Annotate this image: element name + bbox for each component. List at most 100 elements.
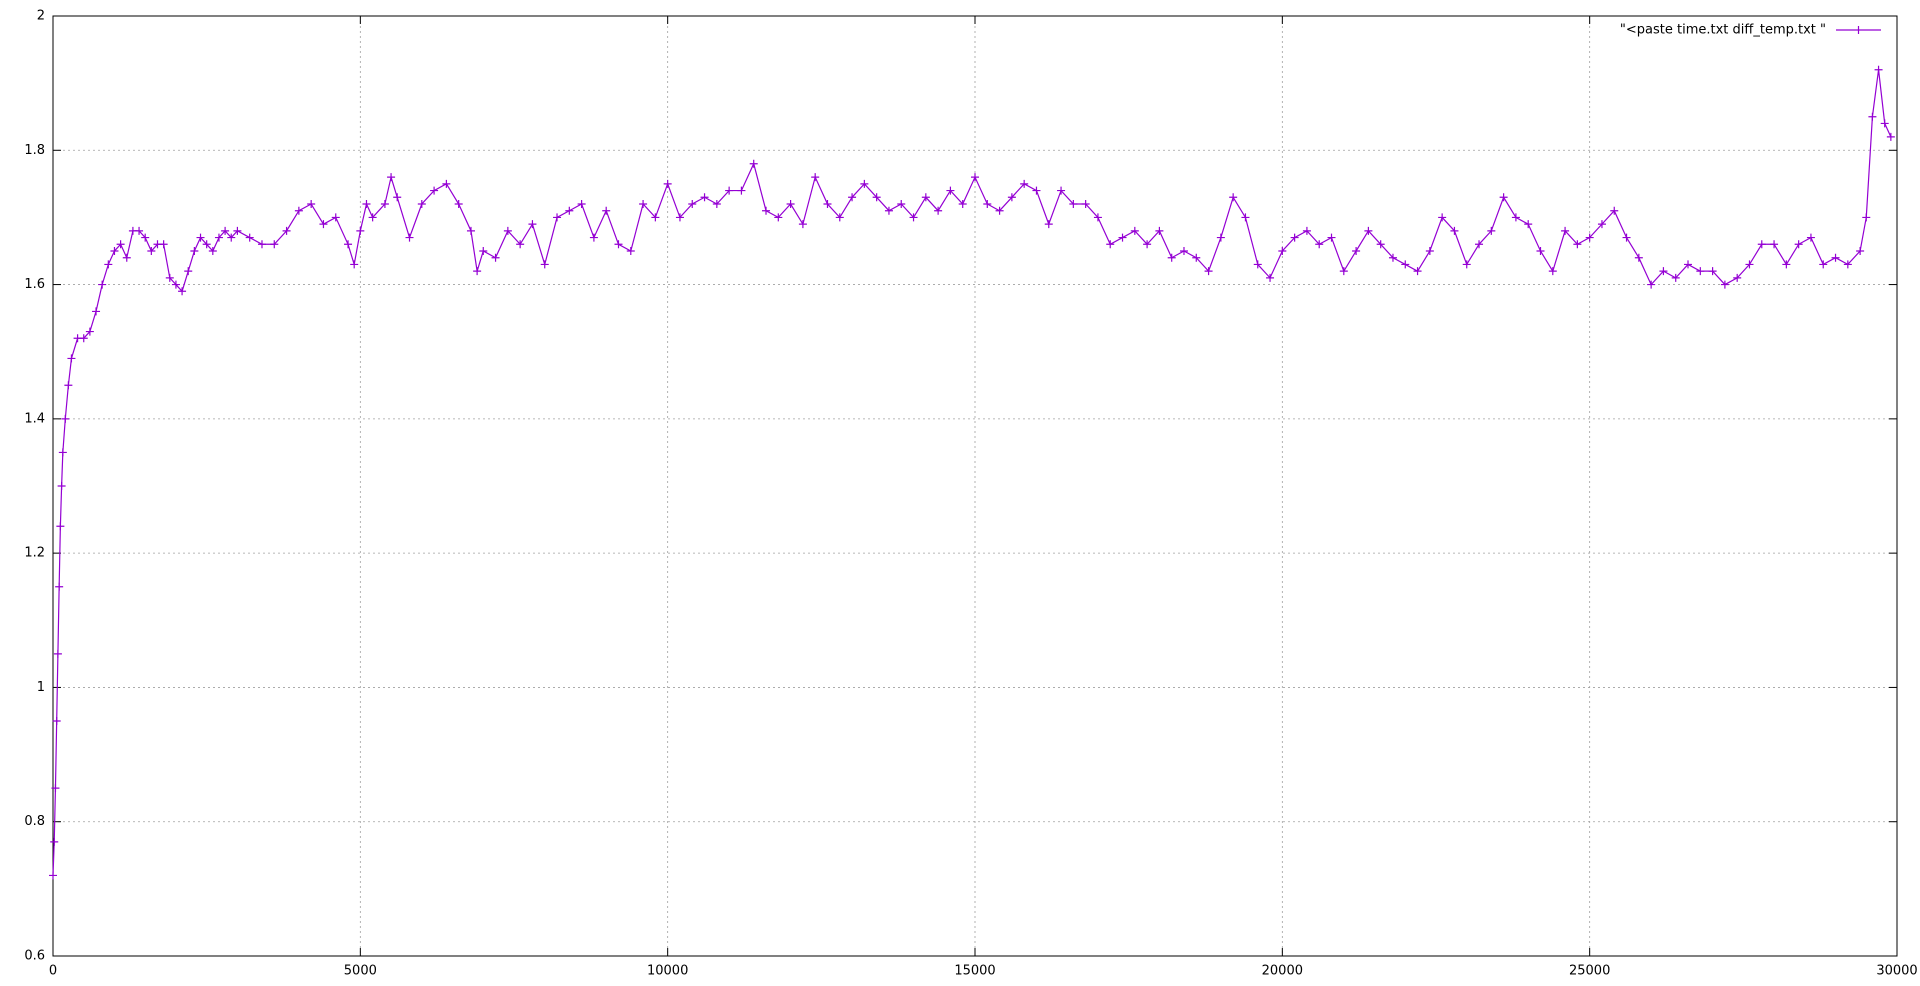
data-point <box>442 179 451 188</box>
data-point <box>1438 213 1447 222</box>
data-point <box>1081 200 1090 208</box>
data-point <box>1155 226 1164 235</box>
data-point <box>1253 260 1262 269</box>
data-point <box>675 213 684 222</box>
data-point <box>368 213 377 222</box>
data-point <box>651 213 660 222</box>
data-point <box>53 649 62 658</box>
data-point <box>141 233 150 242</box>
data-point <box>1782 260 1791 269</box>
data-point <box>466 226 475 235</box>
data-point <box>1327 233 1336 242</box>
data-point <box>67 354 76 363</box>
data-point <box>995 206 1004 215</box>
data-point <box>1573 240 1582 249</box>
data-point <box>835 213 844 222</box>
data-point <box>1266 273 1275 282</box>
data-point <box>1843 260 1852 269</box>
data-point <box>1069 200 1078 208</box>
data-point <box>934 206 943 215</box>
data-point <box>1278 247 1287 255</box>
data-point <box>712 200 721 208</box>
x-tick-label: 5000 <box>344 964 377 979</box>
data-point <box>331 213 340 222</box>
y-tick-label: 0.8 <box>24 814 45 829</box>
data-point <box>116 240 125 249</box>
data-point <box>1622 233 1631 242</box>
data-point <box>1524 220 1533 229</box>
data-point <box>786 200 795 208</box>
x-tick-label: 10000 <box>647 964 688 979</box>
data-point <box>798 220 807 229</box>
y-tick-label: 1.8 <box>24 143 45 158</box>
data-point <box>1216 233 1225 242</box>
data-point <box>233 226 242 235</box>
data-point <box>122 253 131 262</box>
data-point <box>1733 273 1742 282</box>
data-point <box>897 200 906 208</box>
data-point <box>190 247 199 255</box>
data-point <box>50 837 59 846</box>
data-point <box>1130 226 1139 235</box>
data-point <box>270 240 279 249</box>
data-point <box>848 193 857 202</box>
data-point <box>1118 233 1127 242</box>
data-point <box>344 240 353 249</box>
data-point <box>380 200 389 208</box>
data-point <box>61 414 70 423</box>
data-point <box>540 260 549 269</box>
data-point <box>1856 247 1865 255</box>
data-point <box>553 213 562 222</box>
data-point <box>1561 226 1570 235</box>
data-point <box>565 206 574 215</box>
data-point <box>282 226 291 235</box>
data-point <box>1536 247 1545 255</box>
data-point <box>663 179 672 188</box>
data-point <box>1634 253 1643 262</box>
data-point <box>178 287 187 296</box>
data-point <box>227 233 236 242</box>
y-tick-label: 1 <box>37 680 45 695</box>
x-tick-label: 0 <box>49 964 57 979</box>
data-point <box>823 200 832 208</box>
data-point <box>1806 233 1815 242</box>
data-point <box>454 200 463 208</box>
y-tick-label: 1.4 <box>24 411 45 426</box>
data-point <box>1499 193 1508 202</box>
data-point <box>104 260 113 269</box>
data-point <box>202 240 211 249</box>
data-point <box>983 200 992 208</box>
data-point <box>1671 273 1680 282</box>
data-point <box>208 247 217 255</box>
data-point <box>1339 267 1348 276</box>
data-point <box>49 871 57 880</box>
data-point <box>473 267 482 276</box>
data-point <box>1106 240 1115 249</box>
data-point <box>1044 220 1053 229</box>
data-point <box>184 267 193 276</box>
data-point <box>1229 193 1238 202</box>
data-point <box>1179 247 1188 255</box>
data-point <box>1364 226 1373 235</box>
data-point <box>1143 240 1152 249</box>
data-point <box>725 186 734 195</box>
data-point <box>1708 267 1717 276</box>
data-point <box>774 213 783 222</box>
data-point <box>1167 253 1176 262</box>
data-point <box>92 307 101 316</box>
y-tick-label: 1.6 <box>24 277 45 292</box>
data-point <box>1302 226 1311 235</box>
data-point <box>1290 233 1299 242</box>
data-point <box>159 240 168 249</box>
data-point <box>577 200 586 208</box>
x-tick-label: 30000 <box>1876 964 1917 979</box>
data-point <box>294 206 303 215</box>
data-point <box>52 717 61 725</box>
x-tick-label: 25000 <box>1569 964 1610 979</box>
data-point <box>257 240 266 249</box>
data-point <box>1462 260 1471 269</box>
data-point <box>516 240 525 249</box>
data-point <box>58 448 67 457</box>
legend-swatch <box>1836 26 1881 34</box>
